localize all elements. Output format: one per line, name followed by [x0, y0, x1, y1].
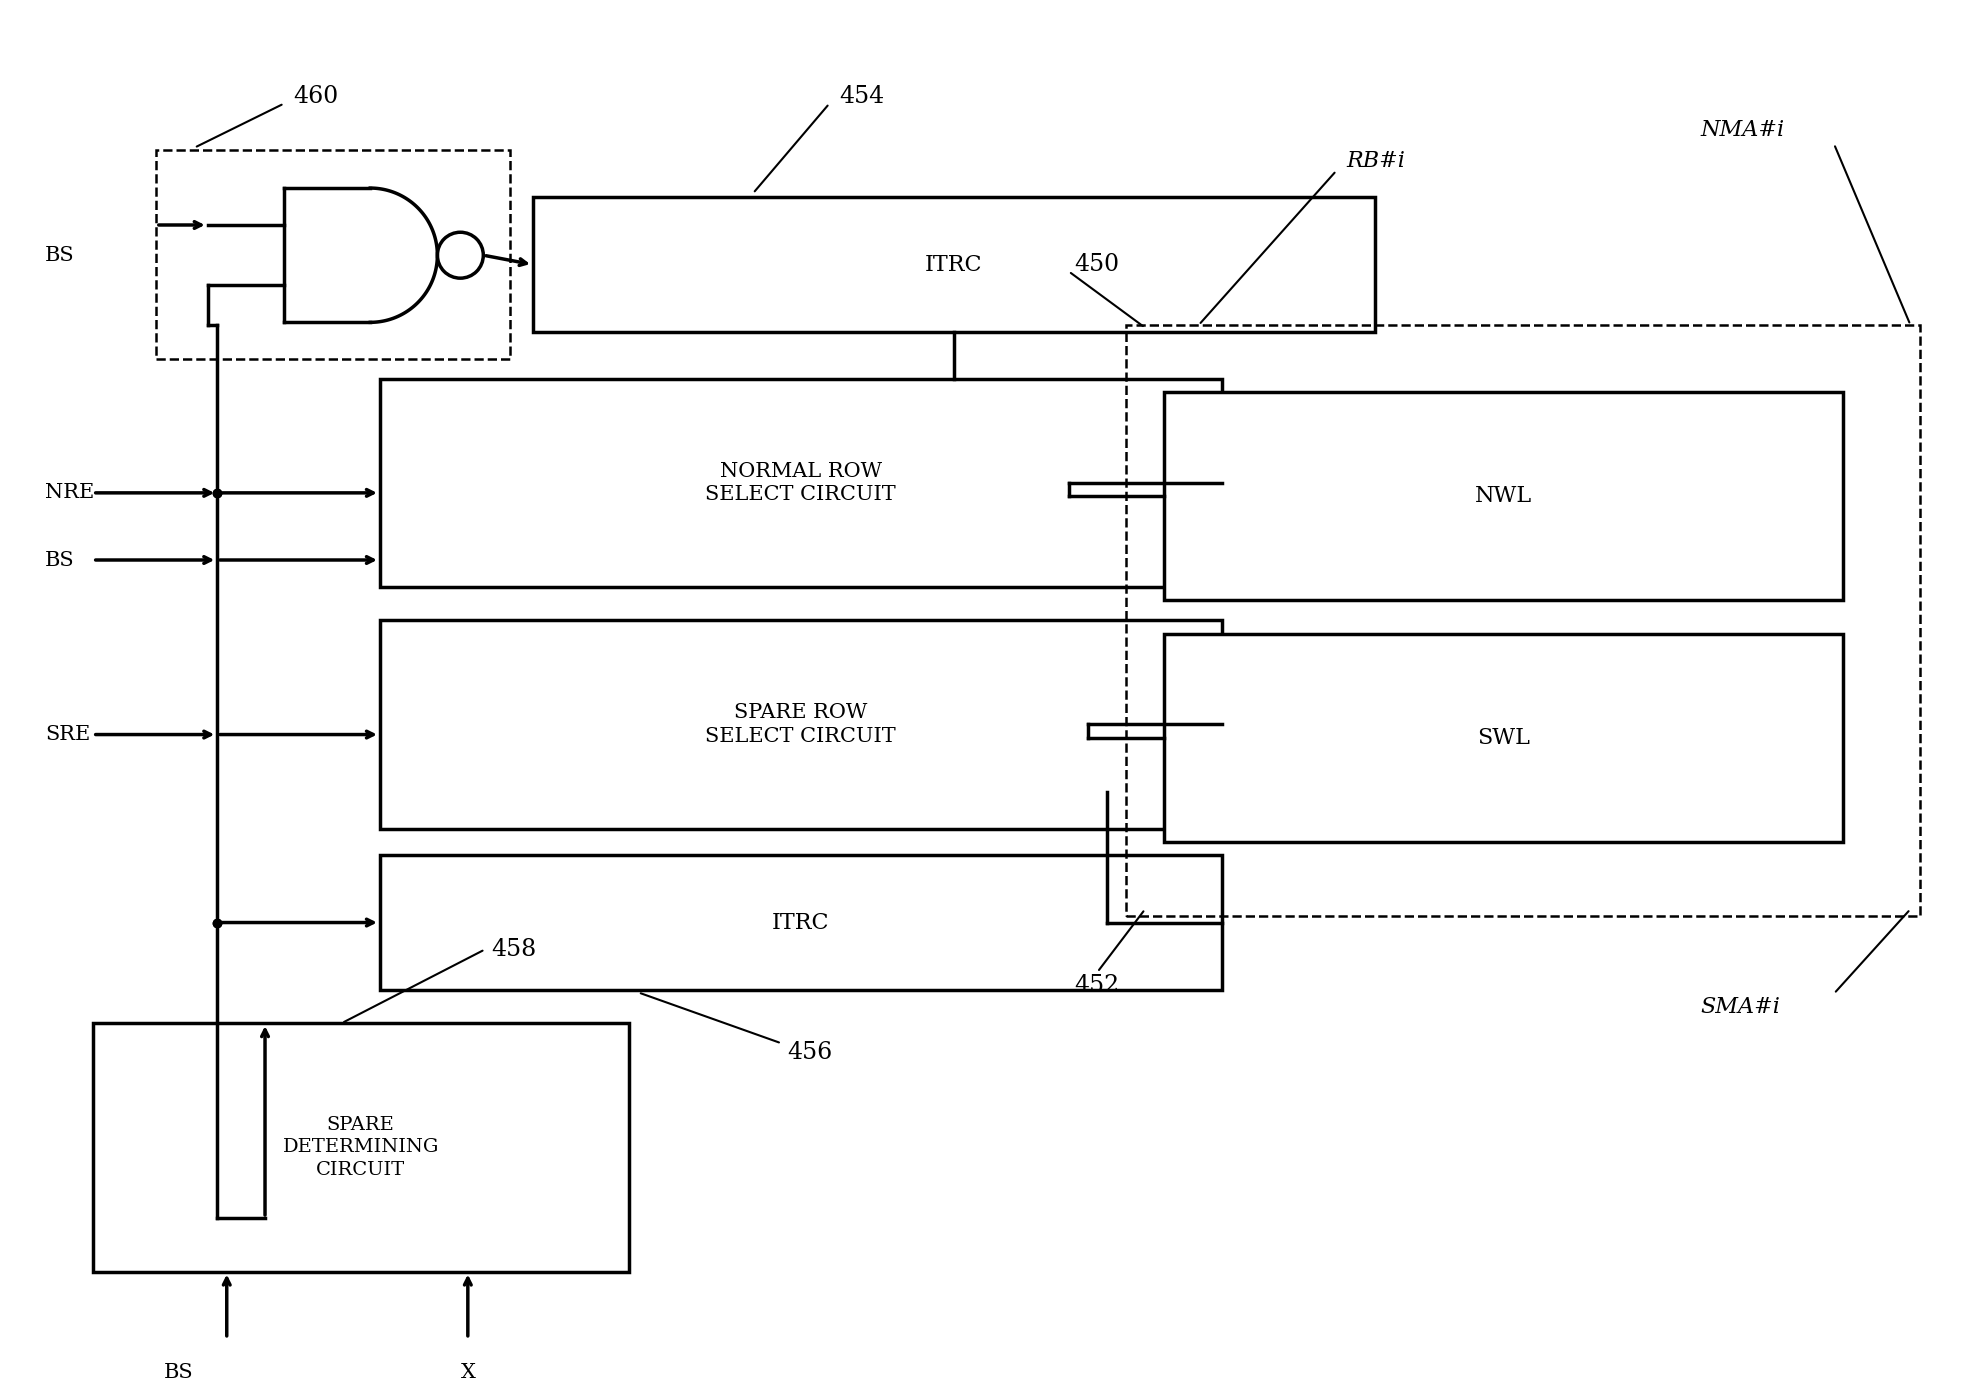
- Text: 456: 456: [788, 1041, 833, 1065]
- Bar: [1163, 392, 1842, 600]
- Text: 454: 454: [839, 85, 884, 109]
- Text: 458: 458: [491, 938, 536, 961]
- Text: BS: BS: [45, 550, 75, 570]
- Text: ITRC: ITRC: [925, 254, 982, 276]
- Bar: [1125, 325, 1919, 916]
- Text: RB#i: RB#i: [1345, 150, 1404, 172]
- Text: SPARE
DETERMINING
CIRCUIT: SPARE DETERMINING CIRCUIT: [283, 1116, 438, 1179]
- Text: 460: 460: [293, 85, 340, 109]
- Text: NMA#i: NMA#i: [1699, 120, 1783, 141]
- Bar: [379, 379, 1222, 587]
- Text: NRE: NRE: [45, 484, 94, 502]
- Text: NWL: NWL: [1475, 485, 1532, 507]
- Bar: [1163, 634, 1842, 843]
- Bar: [155, 150, 511, 359]
- Text: SMA#i: SMA#i: [1699, 996, 1779, 1018]
- Text: X: X: [460, 1362, 475, 1379]
- Text: 450: 450: [1074, 254, 1119, 276]
- Text: SRE: SRE: [45, 725, 90, 745]
- Bar: [379, 855, 1222, 990]
- Bar: [532, 197, 1375, 332]
- Bar: [92, 1023, 628, 1271]
- Text: BS: BS: [45, 245, 75, 265]
- Text: 452: 452: [1074, 974, 1119, 997]
- Bar: [379, 621, 1222, 829]
- Text: BS: BS: [165, 1362, 194, 1379]
- Text: SPARE ROW
SELECT CIRCUIT: SPARE ROW SELECT CIRCUIT: [705, 703, 896, 746]
- Text: SWL: SWL: [1477, 727, 1530, 749]
- Text: NORMAL ROW
SELECT CIRCUIT: NORMAL ROW SELECT CIRCUIT: [705, 462, 896, 505]
- Text: ITRC: ITRC: [772, 912, 829, 934]
